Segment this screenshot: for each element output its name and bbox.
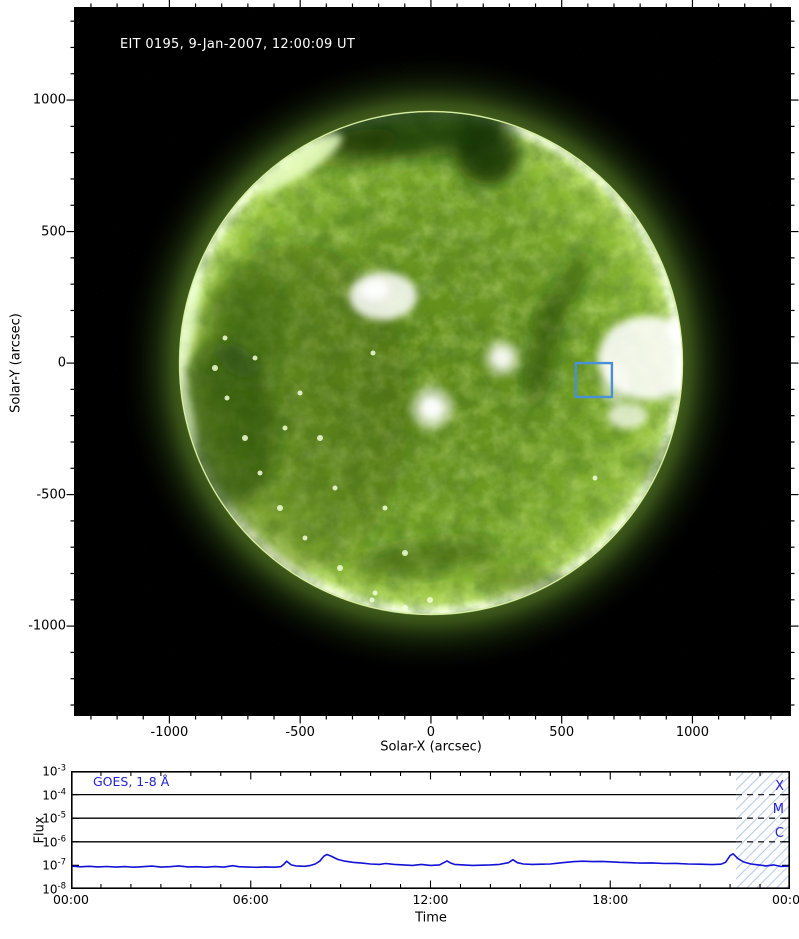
flux-tick-label: 10-5 — [42, 810, 66, 826]
goes-flux-panel — [70, 770, 791, 890]
solar-x-tick-label: 500 — [549, 725, 575, 740]
solar-y-tick-label: -1000 — [28, 618, 66, 634]
flare-class-label: X — [775, 778, 784, 794]
time-tick-label: 06:00 — [232, 892, 269, 907]
solar-x-axis-label: Solar-X (arcsec) — [380, 739, 482, 755]
sun-eit195-image — [75, 8, 790, 715]
time-tick-label: 00:00 — [52, 892, 90, 907]
image-title: EIT 0195, 9-Jan-2007, 12:00:09 UT — [120, 37, 356, 52]
roi-layer — [574, 361, 614, 399]
time-tick-label: 00:00 — [771, 892, 799, 907]
solar-y-tick-label: 0 — [57, 355, 66, 371]
goes-tick-marks — [70, 770, 791, 890]
solar-y-tick-label: 1000 — [32, 92, 66, 108]
region-of-interest-box — [574, 361, 614, 399]
goes-legend-label: GOES, 1-8 Å — [93, 774, 170, 789]
coronal-holes — [180, 112, 682, 596]
solar-x-tick-label: -500 — [285, 725, 315, 740]
time-tick-label: 12:00 — [412, 892, 449, 907]
solar-x-tick-label: 0 — [426, 725, 436, 740]
flux-tick-label: 10-8 — [42, 881, 66, 897]
goes-xray-flux-curve — [70, 853, 791, 869]
goes-plot-frame — [71, 771, 791, 890]
eit-image-panel: EIT 0195, 9-Jan-2007, 12:00:09 UT — [74, 7, 791, 716]
flux-tick-label: 10-4 — [42, 787, 66, 803]
flare-class-gridlines — [71, 793, 790, 843]
solar-x-tick-label: -1000 — [150, 725, 189, 740]
solar-x-tick-label: 1000 — [675, 725, 709, 740]
flare-class-label: C — [774, 825, 784, 841]
flux-tick-label: 10-6 — [42, 834, 66, 850]
flare-class-label: M — [772, 802, 784, 818]
solar-y-tick-label: 500 — [41, 224, 66, 240]
flux-tick-label: 10-7 — [42, 857, 66, 873]
future-data-hatch-region — [736, 771, 790, 889]
goes-flux-plot — [70, 770, 791, 890]
solar-limb — [178, 110, 684, 616]
time-axis-label: Time — [415, 910, 447, 926]
time-tick-label: 18:00 — [592, 892, 629, 907]
solar-y-tick-label: -500 — [36, 487, 66, 503]
flux-tick-label: 10-3 — [42, 763, 66, 779]
